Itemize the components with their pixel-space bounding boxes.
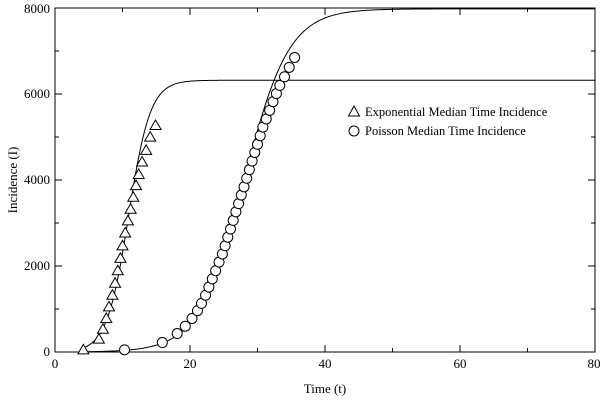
circle-marker — [274, 79, 286, 91]
plot-area — [54, 7, 596, 353]
triangle-marker — [108, 276, 122, 288]
x-tick-label: 80 — [588, 356, 601, 371]
triangle-marker — [135, 155, 149, 167]
y-tick-label: 8000 — [24, 1, 50, 16]
circle-marker — [179, 320, 191, 332]
x-tick-label: 0 — [52, 356, 59, 371]
curve-0 — [81, 79, 595, 349]
triangle-marker — [126, 190, 140, 202]
circle-marker — [119, 344, 131, 356]
triangle-marker — [114, 251, 127, 263]
triangle-marker — [121, 214, 135, 226]
triangle-marker — [139, 143, 153, 155]
legend-circle-marker — [348, 125, 360, 137]
legend-triangle-marker — [347, 104, 361, 117]
y-tick-label: 0 — [44, 344, 51, 359]
triangle-marker — [132, 167, 146, 179]
legend: Exponential Median Time Incidence Poisso… — [347, 104, 548, 138]
legend-label-poisson: Poisson Median Time Incidence — [365, 124, 526, 138]
triangle-marker — [149, 118, 162, 130]
triangle-marker — [76, 343, 90, 355]
y-tick-label: 6000 — [24, 86, 50, 101]
x-tick-label: 20 — [184, 356, 197, 371]
y-tick-labels: 0 2000 4000 6000 8000 — [24, 1, 50, 359]
triangle-marker — [111, 264, 125, 276]
triangle-marker — [106, 288, 119, 300]
circle-marker — [279, 71, 290, 83]
triangle-marker — [143, 130, 157, 142]
x-axis-label: Time (t) — [304, 381, 347, 396]
x-tick-label: 40 — [319, 356, 332, 371]
y-axis-label: Incidence (I) — [5, 147, 20, 214]
triangle-marker — [118, 226, 132, 238]
x-tick-label: 60 — [454, 356, 467, 371]
data-markers — [76, 51, 301, 356]
circle-marker — [156, 337, 168, 349]
legend-label-exponential: Exponential Median Time Incidence — [365, 105, 548, 119]
y-tick-label: 2000 — [24, 258, 50, 273]
triangle-marker — [92, 332, 106, 344]
triangle-marker — [116, 239, 129, 251]
x-tick-labels: 0 20 40 60 80 — [52, 356, 601, 371]
triangle-marker — [124, 202, 137, 214]
circle-marker — [186, 312, 198, 324]
circle-marker — [171, 328, 183, 340]
triangle-marker — [99, 312, 113, 324]
circle-marker — [289, 51, 301, 63]
triangle-marker — [96, 322, 110, 334]
circle-marker — [283, 61, 295, 73]
triangle-marker — [129, 179, 143, 191]
triangle-marker — [102, 300, 116, 312]
y-tick-label: 4000 — [24, 172, 50, 187]
